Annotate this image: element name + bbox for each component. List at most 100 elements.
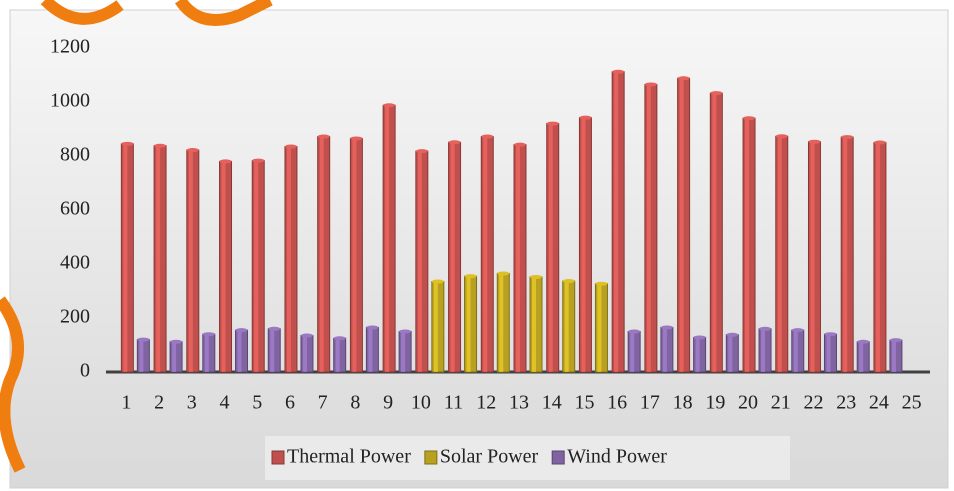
bar-highlight (516, 144, 520, 372)
bar (186, 148, 200, 373)
bar-cap (628, 329, 641, 334)
bar (464, 274, 478, 373)
bar-highlight (662, 327, 667, 372)
bar-cap (300, 333, 313, 338)
bar-highlight (204, 334, 209, 372)
bar-cap (841, 135, 854, 140)
bar-highlight (139, 339, 144, 372)
bar (562, 279, 576, 373)
bar (660, 325, 674, 373)
bar-highlight (433, 281, 438, 372)
bar-highlight (401, 331, 406, 372)
x-tick-label: 14 (542, 392, 562, 414)
bar-cap (121, 141, 134, 146)
bar-cap (202, 332, 215, 337)
bar-highlight (810, 141, 815, 372)
bar-cap (235, 328, 248, 333)
x-tick-label: 15 (574, 392, 594, 414)
bar-cap (824, 332, 837, 337)
bar-highlight (548, 123, 553, 372)
bar (448, 140, 462, 373)
bar-cap (579, 115, 592, 120)
bar-cap (448, 140, 461, 145)
bar-cap (431, 279, 444, 284)
bar-highlight (646, 84, 651, 372)
bar (317, 134, 331, 373)
bar-highlight (237, 330, 242, 372)
y-tick-label: 200 (60, 306, 90, 328)
bar-highlight (564, 281, 569, 372)
bar-highlight (123, 143, 128, 372)
bar-cap (857, 339, 870, 344)
bar-cap (710, 91, 723, 96)
bar-cap (366, 325, 379, 330)
x-tick-label: 25 (902, 392, 922, 414)
bar-cap (562, 279, 575, 284)
bar-highlight (254, 160, 259, 372)
y-tick-label: 600 (60, 198, 90, 220)
bar-highlight (172, 341, 177, 372)
bar (251, 158, 265, 373)
bar-highlight (450, 142, 455, 372)
x-tick-label: 3 (187, 392, 197, 414)
bar-highlight (859, 341, 864, 372)
bar (513, 142, 527, 373)
bar-cap (595, 281, 608, 286)
bar (546, 121, 560, 373)
bar-highlight (826, 334, 831, 372)
bar (267, 326, 281, 373)
legend-label: Solar Power (440, 446, 539, 468)
bar-highlight (466, 276, 471, 372)
bar-cap (186, 148, 199, 153)
x-tick-label: 13 (509, 392, 529, 414)
bar-highlight (499, 273, 504, 372)
y-tick-label: 1000 (50, 90, 90, 112)
x-tick-label: 10 (411, 392, 431, 414)
x-tick-label: 22 (803, 392, 823, 414)
bar-highlight (221, 161, 226, 372)
x-tick-label: 23 (836, 392, 856, 414)
bar-cap (644, 82, 657, 87)
bar (496, 271, 510, 373)
bar (349, 136, 363, 373)
x-tick-label: 17 (640, 392, 660, 414)
bar (594, 281, 608, 373)
bar-highlight (761, 328, 766, 372)
x-tick-label: 6 (285, 392, 295, 414)
bar-cap (497, 271, 510, 276)
bar-highlight (368, 327, 373, 372)
bar (627, 329, 641, 373)
x-tick-label: 2 (154, 392, 164, 414)
bar (529, 274, 543, 373)
bar-cap (759, 326, 772, 331)
bar-highlight (843, 137, 848, 372)
bar-cap (808, 139, 821, 144)
y-tick-label: 800 (60, 144, 90, 166)
bar-cap (873, 140, 886, 145)
legend-label: Thermal Power (287, 446, 411, 468)
bar-highlight (352, 138, 357, 372)
y-tick-label: 0 (80, 360, 90, 382)
bar-cap (660, 325, 673, 330)
bar-highlight (417, 151, 422, 372)
bar-cap (464, 274, 477, 279)
bar-cap (170, 339, 183, 344)
bar-highlight (728, 334, 733, 372)
bar (365, 325, 379, 373)
x-tick-label: 18 (673, 392, 693, 414)
legend-swatch (424, 450, 438, 465)
bar-highlight (335, 338, 340, 372)
x-tick-label: 5 (252, 392, 262, 414)
bar-cap (154, 143, 167, 148)
bar-highlight (286, 146, 291, 372)
bar-highlight (614, 71, 619, 372)
bar-cap (317, 134, 330, 139)
bar-cap (889, 338, 902, 343)
bar (219, 159, 233, 373)
decoration (0, 296, 26, 473)
legend-swatch (551, 450, 565, 465)
bar-cap (284, 144, 297, 149)
x-tick-label: 4 (220, 392, 230, 414)
